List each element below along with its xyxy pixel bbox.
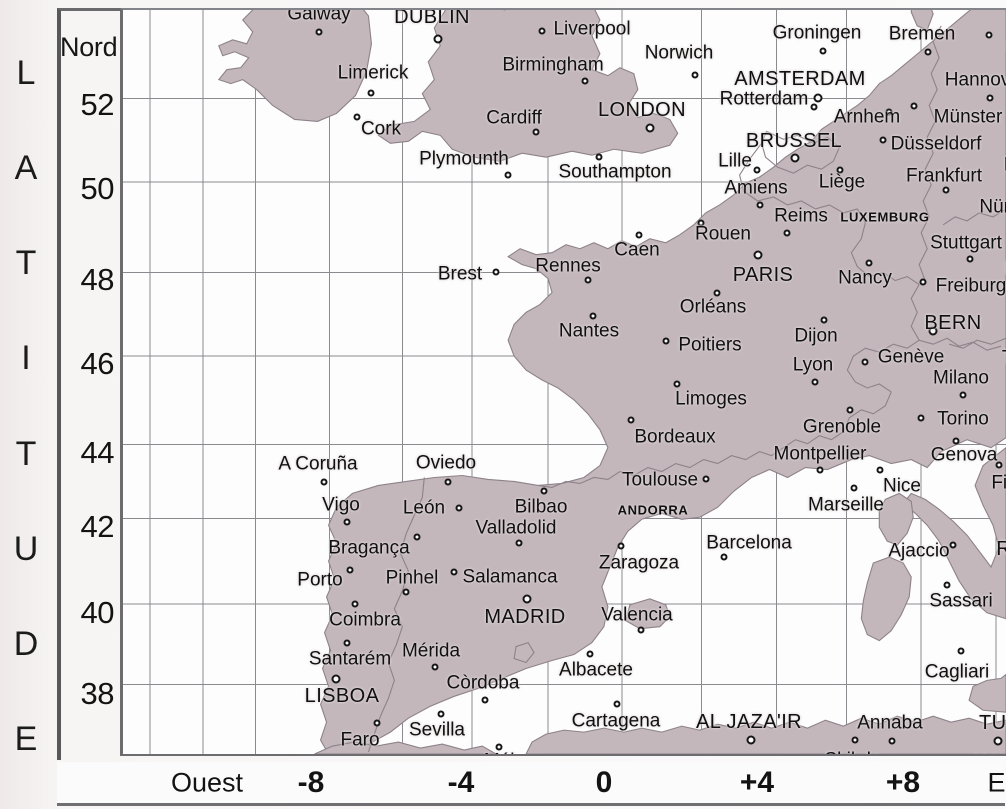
latitude-letter: E [14,719,38,758]
latitude-tick: 44 [80,435,115,470]
latitude-tick: 38 [80,676,115,711]
map-canvas[interactable]: Galway DUBLIN Limerick Cork Liverpool Birming… [120,8,1006,756]
longitude-tick: 0 [595,765,613,799]
latitude-tick: 52 [80,87,115,122]
latitude-letter: T [15,244,37,283]
latitude-letter: T [15,434,37,473]
longitude-tick: +8 [885,765,921,799]
latitude-letter: U [13,529,39,568]
latitude-tick: 40 [80,595,115,630]
latitude-axis-title: L A T I T U D E [0,56,52,756]
longitude-tick: -4 [447,765,475,799]
map-geometry [123,10,1006,754]
latitude-tick: 48 [80,262,115,297]
longitude-tick: Ouest [170,767,244,797]
landmasses [217,10,1006,754]
latitude-tick: 46 [80,346,115,381]
latitude-tick: 42 [80,509,115,544]
north-label: Nord [60,32,118,62]
longitude-tick: Est [987,767,1006,797]
longitude-tick: +4 [739,765,775,799]
latitude-tick-axis: 52 50 48 46 44 42 40 38 [56,8,118,760]
latitude-letter: L [16,54,36,92]
longitude-tick: -8 [297,765,325,799]
longitude-tick-axis: Ouest -8 -4 0 +4 +8 Est [57,762,1006,806]
latitude-letter: I [21,339,31,378]
latitude-letter: D [13,624,39,663]
latitude-letter: A [14,149,38,188]
latitude-tick: 50 [80,171,115,206]
city-label: Ech Cheliff [705,756,797,757]
